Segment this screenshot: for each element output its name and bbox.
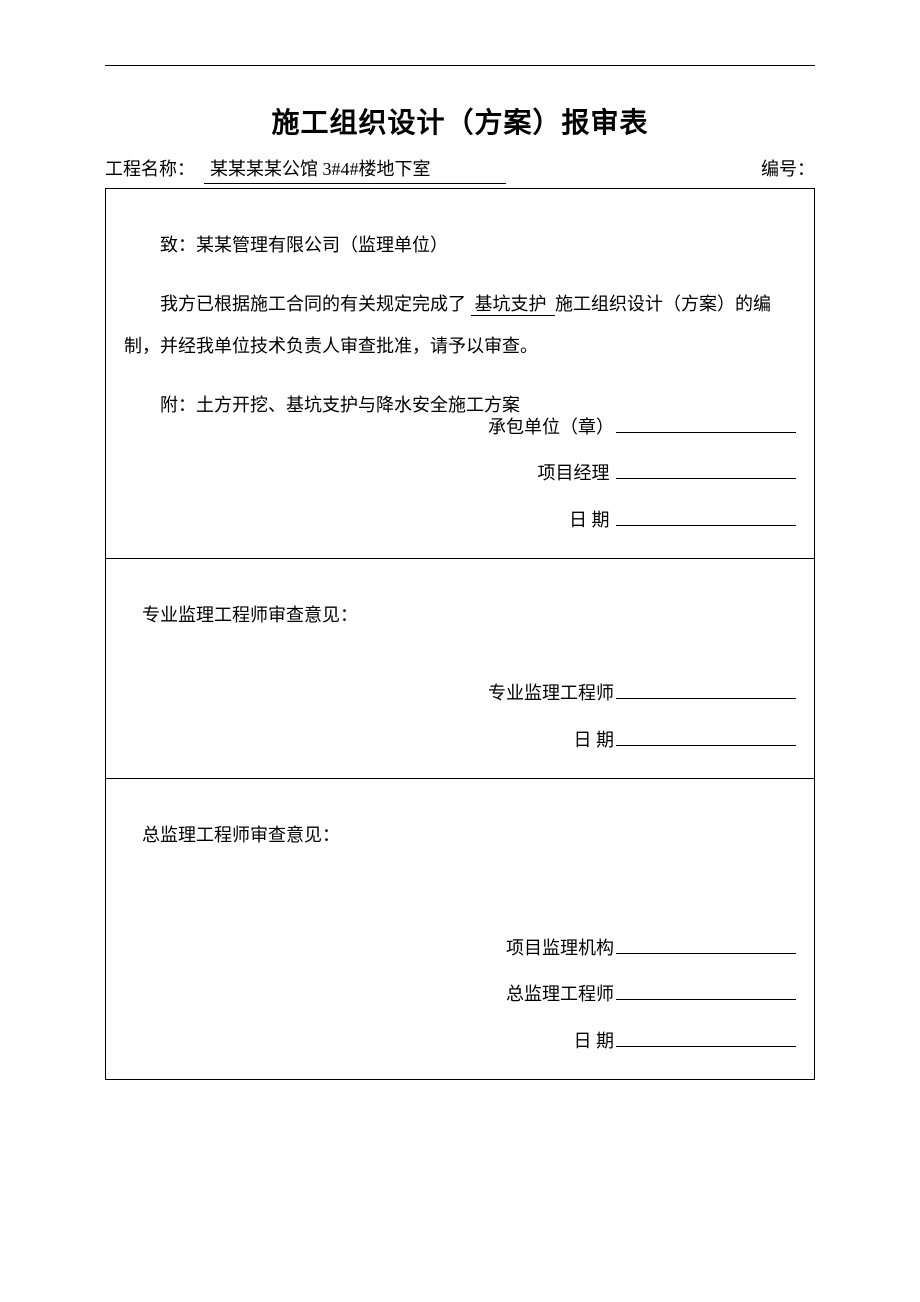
project-name-label: 工程名称： — [105, 155, 204, 184]
applicant-cell: 致：某某管理有限公司（监理单位） 我方已根据施工合同的有关规定完成了 基坑支护 … — [106, 189, 814, 559]
blank-line — [616, 698, 796, 699]
contractor-stamp-label: 承包单位（章） — [488, 417, 614, 437]
date-label: 日 期 — [574, 1031, 615, 1051]
specialist-cell: 专业监理工程师审查意见： 专业监理工程师 日 期 — [106, 559, 814, 779]
specialist-signature-block: 专业监理工程师 日 期 — [488, 670, 796, 764]
form-table: 致：某某管理有限公司（监理单位） 我方已根据施工合同的有关规定完成了 基坑支护 … — [105, 188, 815, 1080]
date-line: 日 期 — [488, 717, 796, 764]
date-line: 日 期 — [488, 497, 796, 544]
chief-cell: 总监理工程师审查意见： 项目监理机构 总监理工程师 日 期 — [106, 779, 814, 1079]
chief-heading: 总监理工程师审查意见： — [124, 815, 796, 856]
blank-line — [616, 432, 796, 433]
date-label: 日 期 — [574, 730, 615, 750]
chief-engineer-label: 总监理工程师 — [506, 984, 614, 1004]
supervision-org-line: 项目监理机构 — [506, 925, 796, 972]
body-part-a: 我方已根据施工合同的有关规定完成了 — [160, 294, 466, 314]
meta-row: 工程名称： 某某某某公馆 3#4#楼地下室 编号： — [105, 155, 815, 184]
pm-line: 项目经理 — [488, 450, 796, 497]
specialist-engineer-label: 专业监理工程师 — [488, 683, 614, 703]
supervision-org-label: 项目监理机构 — [506, 938, 614, 958]
blank-line — [616, 478, 796, 479]
chief-engineer-line: 总监理工程师 — [506, 971, 796, 1018]
chief-signature-block: 项目监理机构 总监理工程师 日 期 — [506, 925, 796, 1065]
project-name-value: 某某某某公馆 3#4#楼地下室 — [204, 155, 506, 184]
blank-line — [616, 953, 796, 954]
document-title: 施工组织设计（方案）报审表 — [105, 101, 815, 141]
pm-label: 项目经理 — [538, 463, 615, 483]
underlined-scope: 基坑支护 — [471, 294, 556, 316]
date-label: 日 期 — [569, 510, 614, 530]
specialist-engineer-line: 专业监理工程师 — [488, 670, 796, 717]
spacer — [506, 155, 761, 184]
addressee-line: 致：某某管理有限公司（监理单位） — [124, 225, 796, 266]
date-line: 日 期 — [506, 1018, 796, 1065]
blank-line — [616, 1046, 796, 1047]
applicant-signature-block: 承包单位（章） 项目经理 日 期 — [488, 404, 796, 544]
top-rule — [105, 65, 815, 66]
contractor-stamp-line: 承包单位（章） — [488, 404, 796, 451]
number-label: 编号： — [761, 155, 815, 184]
page: 施工组织设计（方案）报审表 工程名称： 某某某某公馆 3#4#楼地下室 编号： … — [0, 0, 920, 1302]
specialist-heading: 专业监理工程师审查意见： — [124, 595, 796, 636]
blank-line — [616, 745, 796, 746]
blank-line — [616, 525, 796, 526]
blank-line — [616, 999, 796, 1000]
body-line: 我方已根据施工合同的有关规定完成了 基坑支护 施工组织设计（方案）的编制，并经我… — [124, 284, 796, 367]
